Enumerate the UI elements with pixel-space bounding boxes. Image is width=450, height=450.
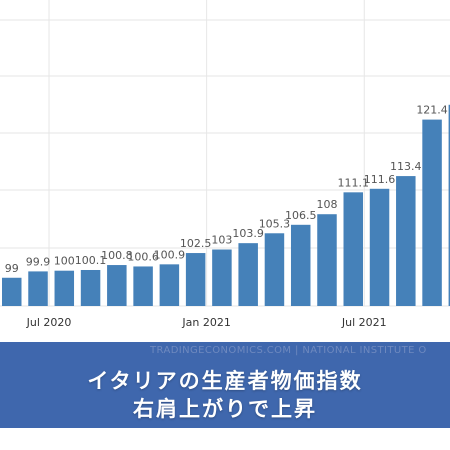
bar (264, 233, 285, 306)
bar (369, 188, 390, 306)
bottom-strip (0, 428, 450, 450)
bar (396, 176, 416, 306)
chart-area: 99 99.9 100 100.1 100.8 100.6 100.9 102.5 103 103… (0, 0, 450, 329)
source-watermark: TRADINGECONOMICS.COM | NATIONAL INSTITUT… (150, 345, 427, 356)
bar-value-label: 111.6 (364, 173, 396, 186)
bar (422, 119, 442, 306)
bar-value-label: 121.4 (416, 104, 448, 117)
bar (448, 104, 450, 306)
bar-value-label: 99.9 (26, 255, 51, 268)
bar-value-label: 99 (5, 262, 19, 275)
x-tick-label: Jul 2021 (341, 316, 387, 329)
bar (54, 270, 75, 306)
bar (28, 271, 48, 306)
bar-value-label: 100.9 (154, 248, 186, 261)
banner-title: イタリアの生産者物価指数 (87, 369, 363, 393)
bar-value-label: 106.5 (285, 209, 317, 222)
bar (159, 264, 180, 306)
bar-value-label: 105.3 (259, 217, 291, 230)
bar (317, 214, 337, 306)
bar (212, 249, 232, 306)
bar (290, 224, 311, 306)
x-tick-label: Jan 2021 (181, 316, 230, 329)
bar-value-label: 100.8 (101, 249, 133, 262)
bar (133, 266, 153, 306)
bar (2, 277, 22, 306)
bar (107, 265, 127, 306)
bar-value-label: 103 (211, 234, 232, 247)
x-tick-label: Jul 2020 (26, 316, 72, 329)
bar-value-label: 108 (316, 198, 337, 211)
bar-value-label: 102.5 (180, 237, 212, 250)
bar-value-label: 100.1 (75, 254, 107, 267)
bar-value-label: 103.9 (232, 227, 264, 240)
bar-value-label: 100.6 (127, 250, 159, 263)
bar (185, 253, 206, 306)
bar (80, 269, 101, 306)
bar-value-label: 111.1 (338, 176, 370, 189)
bar-value-label: 113.4 (390, 160, 422, 173)
bar (343, 192, 364, 306)
banner-subtitle: 右肩上がりで上昇 (133, 397, 317, 421)
bar-value-label: 100 (54, 255, 75, 268)
bar (238, 243, 258, 306)
